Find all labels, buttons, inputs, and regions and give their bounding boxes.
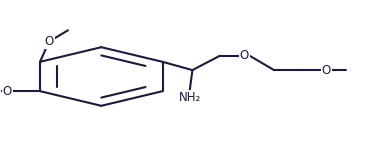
Text: O: O <box>3 85 12 98</box>
Text: NH₂: NH₂ <box>178 91 201 104</box>
Text: O: O <box>240 49 249 62</box>
Text: O: O <box>321 64 331 77</box>
Text: O: O <box>44 35 54 48</box>
